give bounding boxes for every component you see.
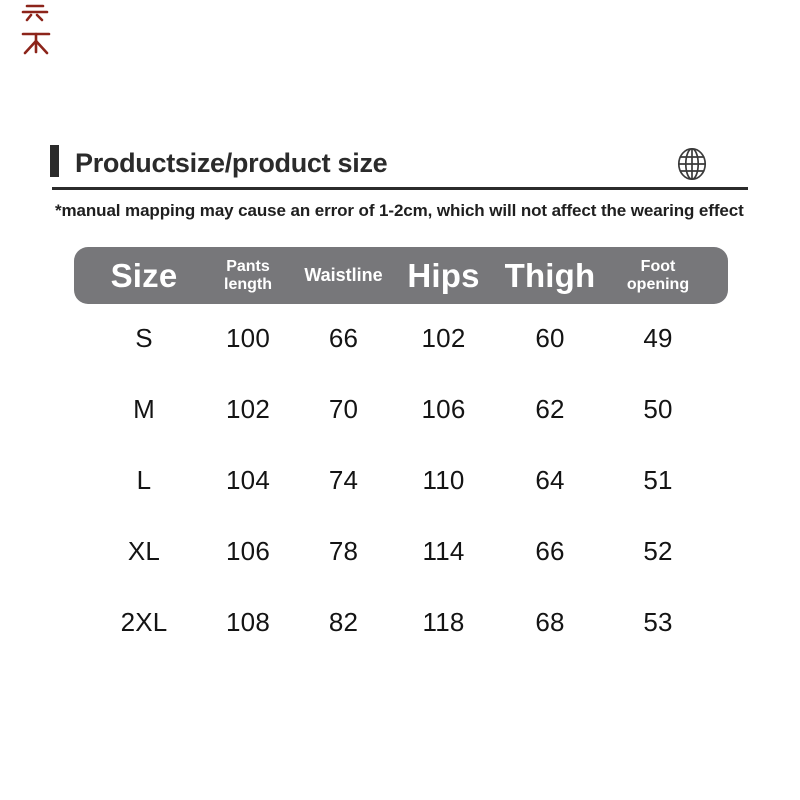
cell-hips: 106	[421, 394, 466, 424]
cell-hips: 110	[422, 465, 465, 495]
title-divider	[52, 187, 748, 190]
cell-thigh: 64	[535, 465, 565, 495]
globe-icon	[677, 147, 707, 181]
header-cell-thigh: Thigh	[504, 256, 596, 294]
cell-foot-opening: 53	[643, 607, 673, 637]
cell-size: M	[133, 394, 155, 424]
cell-waistline: 70	[328, 394, 359, 424]
table-row-xl: XL 106 78 114 66 52	[74, 516, 728, 587]
cell-hips: 102	[421, 323, 466, 353]
cell-waistline: 78	[328, 536, 359, 566]
cell-pants-length: 106	[226, 536, 270, 566]
header-cell-size: Size	[110, 256, 178, 294]
cell-hips: 118	[422, 607, 465, 637]
header-cell-foot-opening: Foot opening	[626, 258, 690, 293]
cell-size: 2XL	[120, 607, 168, 637]
cell-thigh: 60	[535, 323, 565, 353]
cell-thigh: 66	[535, 536, 565, 566]
cell-pants-length: 100	[226, 323, 270, 353]
cell-foot-opening: 49	[643, 323, 673, 353]
measurement-note: *manual mapping may cause an error of 1-…	[55, 201, 744, 220]
header-cell-hips: Hips	[407, 256, 480, 294]
title-accent-bar	[50, 145, 59, 177]
cell-waistline: 74	[328, 465, 359, 495]
cell-foot-opening: 51	[643, 465, 673, 495]
cell-waistline: 66	[328, 323, 359, 353]
cell-thigh: 68	[535, 607, 565, 637]
cell-pants-length: 108	[226, 607, 270, 637]
table-header-row: Size Pants length Waistline Hips Thigh Foot o…	[74, 247, 728, 304]
cell-foot-opening: 52	[643, 536, 673, 566]
header-cell-pants-length: Pants length	[224, 258, 272, 293]
cell-size: S	[135, 323, 153, 353]
cell-hips: 114	[422, 536, 465, 566]
table-row-2xl: 2XL 108 82 118 68 53	[74, 587, 728, 658]
table-row-m: M 102 70 106 62 50	[74, 374, 728, 445]
cell-pants-length: 102	[226, 394, 270, 424]
red-watermark-icon	[21, 4, 51, 55]
table-row-s: S 100 66 102 60 49	[74, 303, 728, 374]
size-table: Size Pants length Waistline Hips Thigh Foot o…	[74, 247, 728, 637]
table-row-l: L 104 74 110 64 51	[74, 445, 728, 516]
page-title: Productsize/product size	[75, 148, 388, 178]
cell-thigh: 62	[535, 394, 565, 424]
cell-foot-opening: 50	[643, 394, 673, 424]
cell-size: L	[136, 465, 152, 495]
cell-size: XL	[127, 536, 161, 566]
cell-waistline: 82	[328, 607, 359, 637]
cell-pants-length: 104	[226, 465, 270, 495]
header-cell-waistline: Waistline	[304, 265, 383, 285]
table-body: S 100 66 102 60 49 M 102 70 106 62 50 L 104 74 110 64 51 X…	[74, 303, 728, 658]
